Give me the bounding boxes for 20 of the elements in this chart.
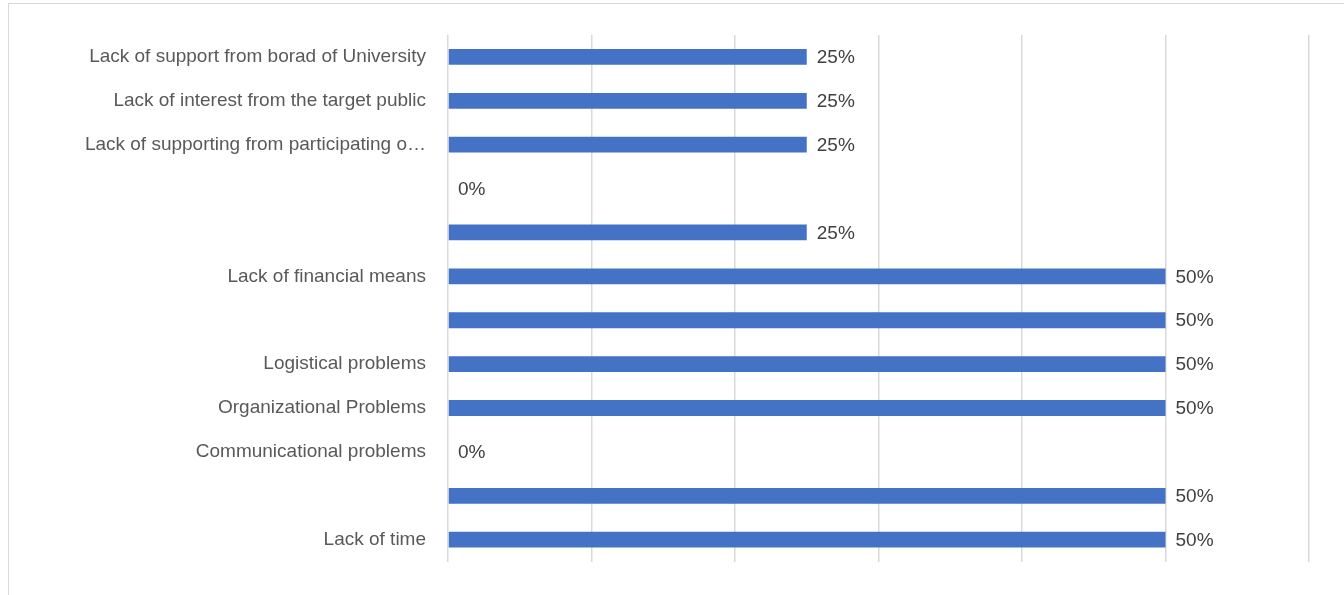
data-label: 50%: [1175, 485, 1214, 507]
y-tick-label: Communicational problems: [195, 440, 426, 462]
data-label: 50%: [1175, 528, 1214, 550]
y-tick-label: Lack of support from borad of University: [89, 45, 427, 67]
data-label: 50%: [1175, 397, 1214, 419]
data-label: 0%: [458, 177, 486, 199]
y-tick-label: Logistical problems: [263, 352, 426, 374]
y-tick-label: Lack of financial means: [227, 264, 426, 286]
data-label: 0%: [458, 441, 486, 463]
y-tick-label: Lack of interest from the target public: [113, 89, 426, 111]
data-label: 25%: [816, 90, 855, 112]
data-label: 25%: [816, 46, 855, 68]
y-tick-label: Organizational Problems: [217, 396, 426, 418]
y-tick-label: Lack of supporting from participating o…: [84, 132, 426, 154]
data-label: 50%: [1175, 309, 1214, 331]
data-label: 25%: [816, 133, 855, 155]
data-label: 25%: [816, 221, 855, 243]
data-label: 50%: [1175, 265, 1214, 287]
y-tick-label: Lack of time: [323, 527, 426, 549]
data-label: 50%: [1175, 353, 1214, 375]
